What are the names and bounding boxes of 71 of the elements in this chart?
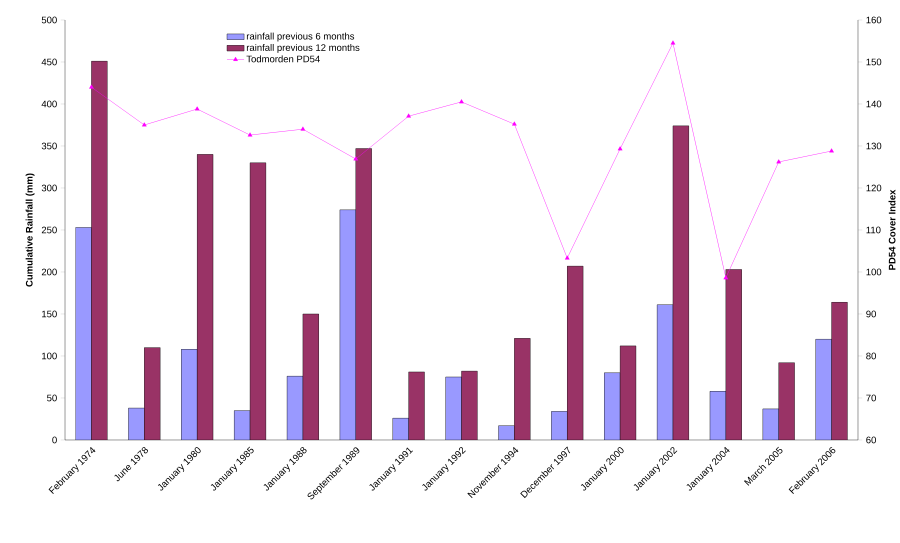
bar — [567, 266, 584, 440]
bar — [356, 148, 372, 440]
y-tick-label: 50 — [47, 394, 57, 402]
point — [670, 40, 676, 45]
y-axis-title: Cumulative Rainfall (mm) — [26, 173, 34, 287]
bar — [76, 227, 92, 440]
bar — [128, 408, 144, 440]
bar — [181, 349, 198, 440]
y-tick-label: 400 — [42, 100, 57, 108]
point — [89, 84, 94, 89]
y2-tick-label: 120 — [866, 184, 882, 192]
bar — [462, 371, 478, 440]
point — [353, 156, 358, 160]
bar — [408, 372, 424, 440]
point — [618, 146, 622, 150]
bar — [551, 411, 568, 440]
bar — [234, 410, 250, 440]
point — [142, 122, 147, 126]
bar — [657, 304, 673, 440]
point — [194, 106, 200, 110]
point — [406, 113, 412, 118]
bar — [392, 418, 409, 440]
bar — [762, 408, 779, 440]
legend-label: rainfall previous 6 months — [246, 32, 354, 42]
bar — [604, 372, 620, 440]
y-tick-label: 150 — [42, 310, 57, 318]
y-tick-label: 200 — [42, 268, 57, 276]
y-tick-label: 250 — [42, 226, 57, 234]
bar — [778, 362, 795, 440]
y2-tick-label: 150 — [866, 58, 882, 66]
y2-tick-label: 160 — [866, 16, 882, 24]
bar — [831, 302, 848, 440]
bar — [514, 338, 530, 440]
point — [776, 159, 782, 164]
y-tick-label: 350 — [42, 142, 57, 150]
y2-tick-label: 60 — [866, 436, 876, 444]
y2-tick-label: 90 — [866, 310, 876, 318]
point — [512, 121, 517, 126]
bar — [620, 346, 636, 440]
point — [564, 255, 570, 260]
y2-tick-label: 130 — [866, 142, 882, 150]
bar — [287, 376, 303, 440]
bar — [710, 391, 726, 440]
point — [459, 99, 464, 104]
bar — [197, 154, 214, 440]
y-tick-label: 100 — [42, 352, 57, 360]
bar — [672, 126, 689, 440]
bar — [144, 348, 160, 440]
point — [300, 126, 306, 131]
point — [248, 132, 252, 137]
point — [829, 148, 834, 152]
y2-tick-label: 140 — [866, 100, 882, 108]
y-tick-label: 450 — [42, 58, 57, 66]
bar — [302, 314, 319, 440]
y-tick-label: 300 — [42, 184, 57, 192]
y2-tick-label: 80 — [866, 352, 876, 360]
legend-label: rainfall previous 12 months — [246, 44, 360, 53]
bar — [91, 61, 108, 440]
y2-tick-label: 110 — [866, 226, 881, 234]
y2-axis-title: PD54 Cover Index — [888, 190, 896, 270]
y2-tick-label: 100 — [866, 268, 882, 276]
bar — [340, 210, 356, 440]
bar — [726, 269, 742, 440]
bar — [816, 338, 832, 440]
legend-label: Todmorden PD54 — [246, 55, 320, 62]
y2-tick-label: 70 — [866, 394, 876, 402]
bar — [446, 376, 462, 440]
bar — [250, 162, 266, 440]
point — [723, 275, 728, 280]
y-tick-label: 500 — [42, 16, 57, 24]
y-tick-label: 0 — [52, 436, 57, 444]
